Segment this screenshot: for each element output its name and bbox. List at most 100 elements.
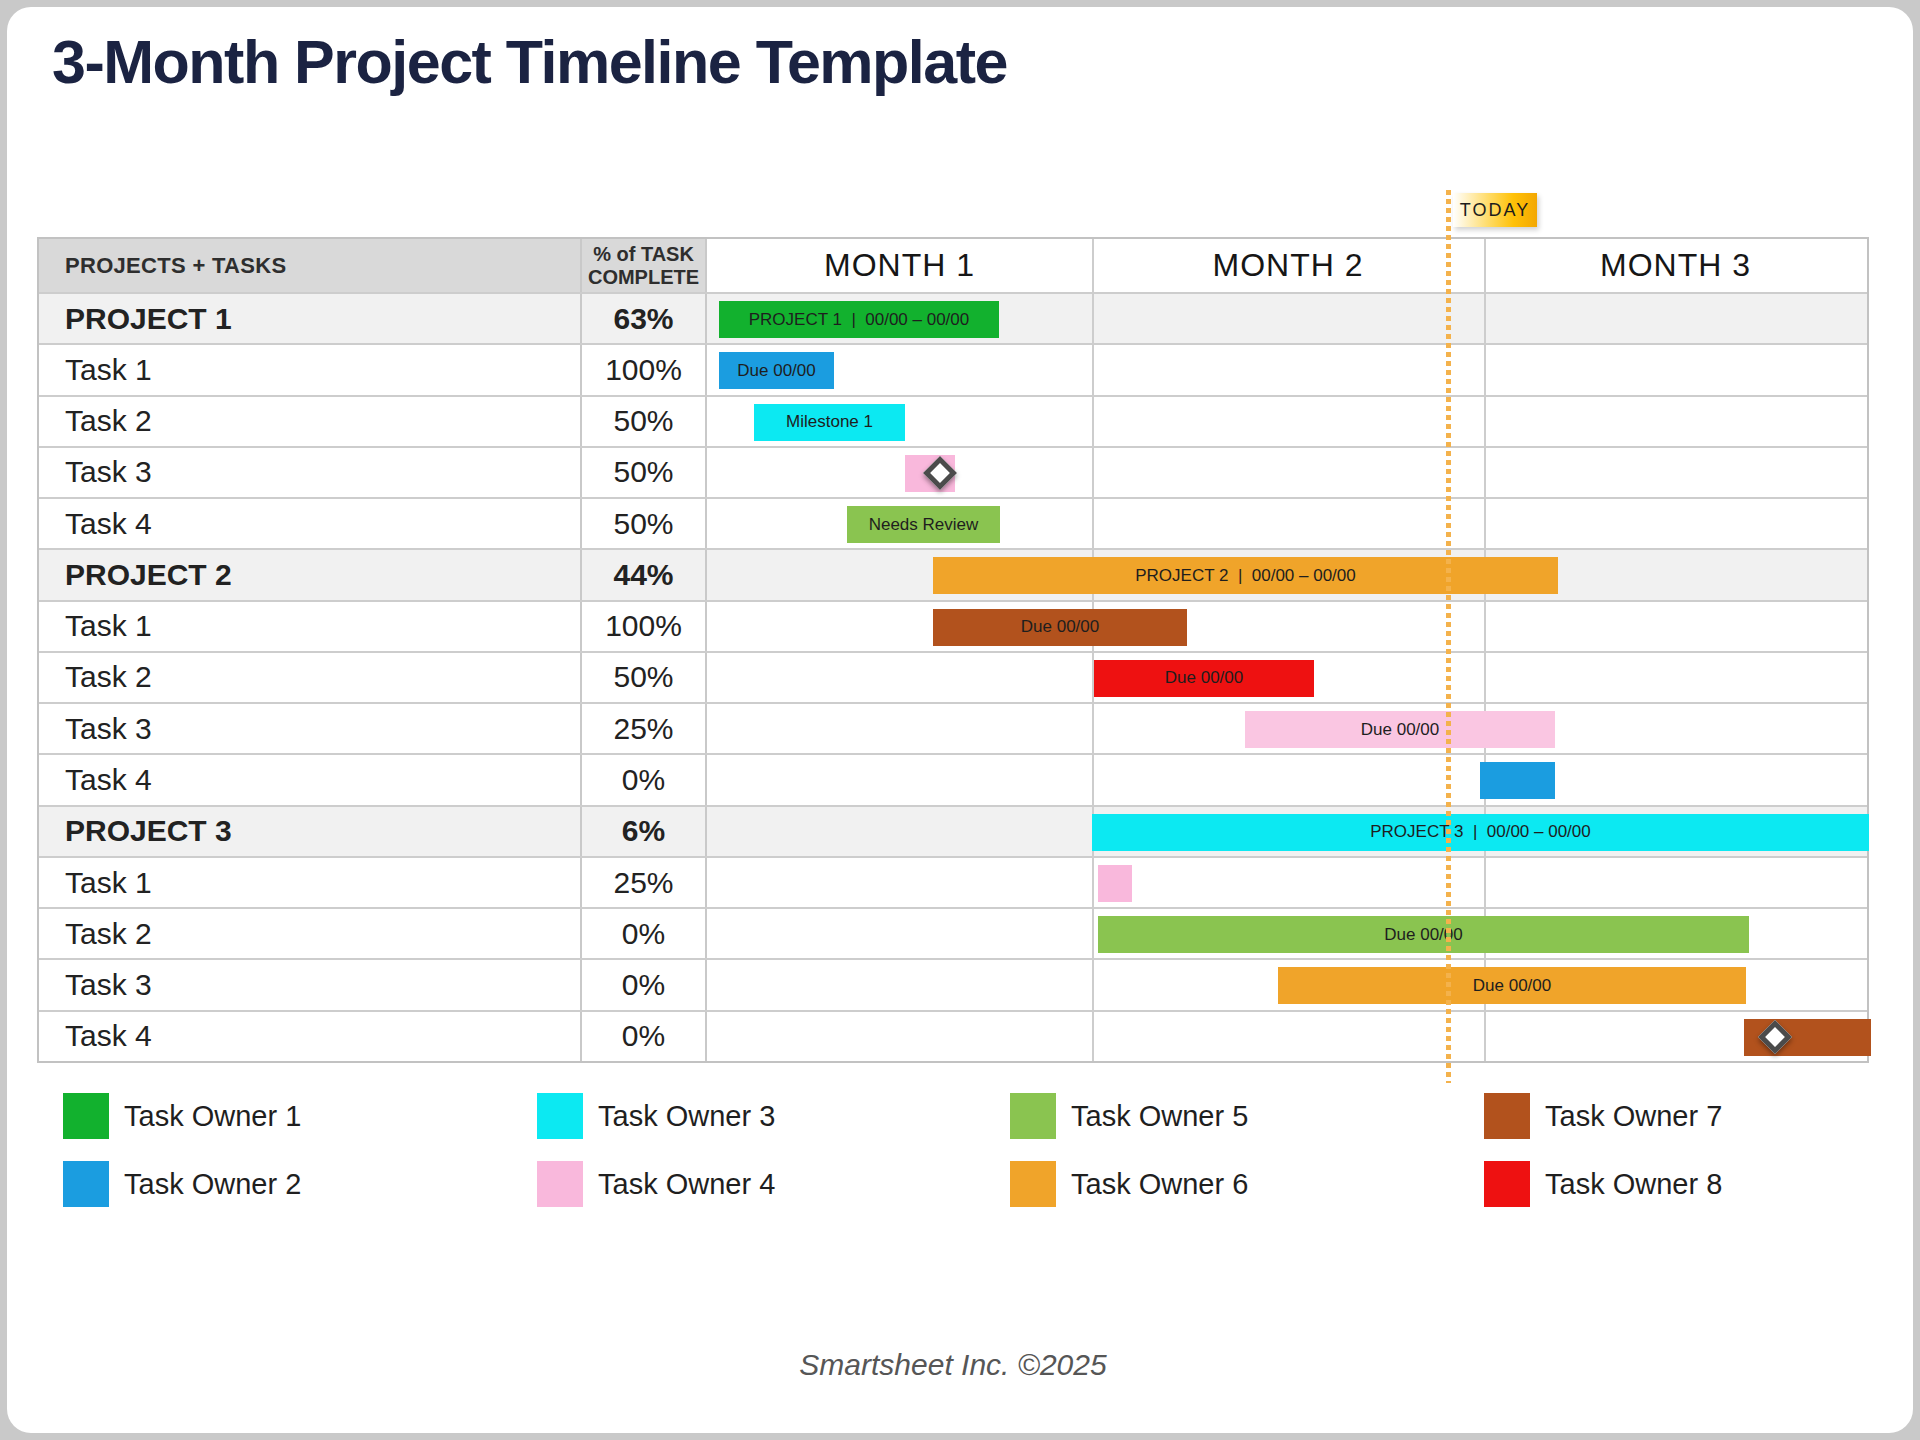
row-gantt-area (707, 858, 1867, 907)
row-gantt-area: Due 00/00 (707, 704, 1867, 753)
month-divider-1 (1092, 239, 1094, 1061)
row-gantt-area (707, 1012, 1867, 1061)
gantt-bar: Due 00/00 (719, 352, 834, 389)
legend-item: Task Owner 6 (1010, 1161, 1248, 1207)
row-gantt-area: Due 00/00 (707, 960, 1867, 1009)
legend-label: Task Owner 2 (124, 1168, 301, 1201)
gantt-bar: PROJECT 2 | 00/00 – 00/00 (933, 557, 1558, 594)
legend-swatch (63, 1093, 109, 1139)
gantt-bar: PROJECT 3 | 00/00 – 00/00 (1092, 814, 1869, 851)
row-percent: 0% (582, 960, 707, 1009)
legend-label: Task Owner 4 (598, 1168, 775, 1201)
row-percent: 25% (582, 858, 707, 907)
row-percent: 100% (582, 345, 707, 394)
task-row: Task 40% (39, 753, 1867, 804)
gantt-bar: Due 00/00 (1098, 916, 1749, 953)
row-label: Task 1 (39, 858, 582, 907)
task-row: Task 250% Due 00/00 (39, 651, 1867, 702)
legend-item: Task Owner 5 (1010, 1093, 1248, 1139)
row-gantt-area: Due 00/00 (707, 602, 1867, 651)
row-label: Task 2 (39, 909, 582, 958)
legend-swatch (537, 1093, 583, 1139)
today-label: TODAY (1453, 193, 1537, 227)
row-label: Task 3 (39, 448, 582, 497)
month-headers: MONTH 1MONTH 2MONTH 3 (707, 239, 1867, 292)
row-gantt-area: Milestone 1 (707, 397, 1867, 446)
row-label: Task 3 (39, 704, 582, 753)
row-gantt-area: PROJECT 2 | 00/00 – 00/00 (707, 550, 1867, 599)
row-gantt-area: Due 00/00 (707, 909, 1867, 958)
row-gantt-area (707, 755, 1867, 804)
task-row: Task 250% Milestone 1 (39, 395, 1867, 446)
table-header: PROJECTS + TASKS % of TASK COMPLETE MONT… (39, 239, 1867, 292)
row-percent: 50% (582, 397, 707, 446)
row-label: PROJECT 2 (39, 550, 582, 599)
row-label: Task 4 (39, 1012, 582, 1061)
legend-item: Task Owner 3 (537, 1093, 775, 1139)
row-gantt-area: Due 00/00 (707, 345, 1867, 394)
row-label: PROJECT 3 (39, 807, 582, 856)
project-row: PROJECT 244% PROJECT 2 | 00/00 – 00/00 (39, 548, 1867, 599)
page-card: 3-Month Project Timeline Template PROJEC… (7, 7, 1913, 1433)
today-line (1446, 190, 1451, 1083)
legend-label: Task Owner 6 (1071, 1168, 1248, 1201)
project-row: PROJECT 36% PROJECT 3 | 00/00 – 00/00 (39, 805, 1867, 856)
legend-swatch (1010, 1093, 1056, 1139)
row-gantt-area: Needs Review (707, 499, 1867, 548)
legend-swatch (1010, 1161, 1056, 1207)
row-gantt-area: Due 00/00 (707, 653, 1867, 702)
row-label: Task 4 (39, 755, 582, 804)
month-header-3: MONTH 3 (1484, 239, 1867, 292)
row-percent: 44% (582, 550, 707, 599)
row-percent: 0% (582, 909, 707, 958)
row-percent: 50% (582, 653, 707, 702)
row-label: Task 2 (39, 653, 582, 702)
legend-item: Task Owner 2 (63, 1161, 301, 1207)
row-label: Task 4 (39, 499, 582, 548)
legend-label: Task Owner 8 (1545, 1168, 1722, 1201)
gantt-bar (1098, 865, 1132, 902)
gantt-table: PROJECTS + TASKS % of TASK COMPLETE MONT… (37, 237, 1869, 1063)
row-percent: 6% (582, 807, 707, 856)
month-header-1: MONTH 1 (707, 239, 1092, 292)
column-header-projects-tasks: PROJECTS + TASKS (39, 239, 582, 292)
legend-label: Task Owner 1 (124, 1100, 301, 1133)
project-row: PROJECT 163%PROJECT 1 | 00/00 – 00/00 (39, 292, 1867, 343)
gantt-bar: Due 00/00 (1094, 660, 1314, 697)
row-percent: 100% (582, 602, 707, 651)
row-percent: 63% (582, 294, 707, 343)
row-percent: 0% (582, 755, 707, 804)
legend-swatch (537, 1161, 583, 1207)
legend-item: Task Owner 1 (63, 1093, 301, 1139)
gantt-bar: Milestone 1 (754, 404, 905, 441)
gantt-bar: Needs Review (847, 506, 1000, 543)
table-body: PROJECT 163%PROJECT 1 | 00/00 – 00/00Tas… (39, 292, 1867, 1061)
legend-label: Task Owner 3 (598, 1100, 775, 1133)
legend-item: Task Owner 8 (1484, 1161, 1722, 1207)
row-percent: 50% (582, 499, 707, 548)
row-label: Task 1 (39, 345, 582, 394)
page-title: 3-Month Project Timeline Template (52, 27, 1007, 97)
legend-item: Task Owner 4 (537, 1161, 775, 1207)
task-row: Task 1100% Due 00/00 (39, 343, 1867, 394)
row-gantt-area (707, 448, 1867, 497)
row-label: Task 1 (39, 602, 582, 651)
gantt-bar: Due 00/00 (933, 609, 1187, 646)
month-header-2: MONTH 2 (1092, 239, 1484, 292)
legend-label: Task Owner 7 (1545, 1100, 1722, 1133)
gantt-bar: Due 00/00 (1245, 711, 1555, 748)
row-label: PROJECT 1 (39, 294, 582, 343)
row-label: Task 2 (39, 397, 582, 446)
task-row: Task 125% (39, 856, 1867, 907)
row-percent: 50% (582, 448, 707, 497)
row-percent: 25% (582, 704, 707, 753)
task-row: Task 40% (39, 1010, 1867, 1061)
legend-swatch (1484, 1161, 1530, 1207)
task-row: Task 325% Due 00/00 (39, 702, 1867, 753)
gantt-bar (1480, 762, 1555, 799)
task-row: Task 20% Due 00/00 (39, 907, 1867, 958)
task-row: Task 450% Needs Review (39, 497, 1867, 548)
task-row: Task 30%Due 00/00 (39, 958, 1867, 1009)
column-header-percent-complete: % of TASK COMPLETE (582, 239, 707, 292)
legend-item: Task Owner 7 (1484, 1093, 1722, 1139)
